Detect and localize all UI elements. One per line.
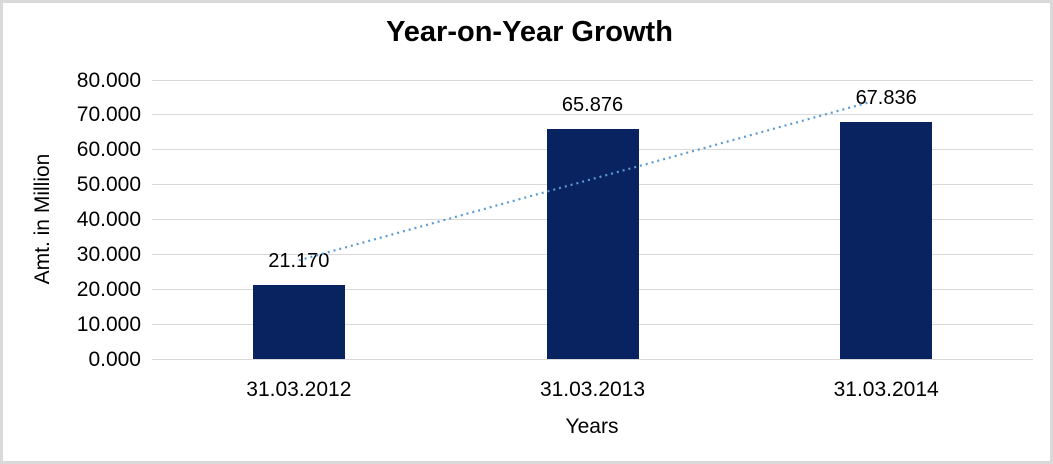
y-tick-label: 10.000 [76, 312, 141, 336]
y-tick-label: 80.000 [76, 68, 141, 92]
y-tick-label: 70.000 [76, 103, 141, 127]
x-tick-label: 31.03.2013 [539, 378, 646, 401]
y-tick-label: 60.000 [76, 138, 141, 162]
x-tick-label: 31.03.2014 [833, 378, 939, 401]
bar-31.03.2014 [840, 122, 933, 359]
y-tick-label: 0.000 [88, 347, 141, 371]
bar-value-label: 67.836 [855, 87, 917, 110]
bar-value-label: 65.876 [561, 94, 624, 117]
x-tick-label: 31.03.2012 [246, 378, 352, 401]
y-tick-label: 20.000 [76, 277, 141, 301]
y-tick-label: 50.000 [76, 173, 141, 197]
gridline [152, 79, 1033, 81]
y-tick-label: 40.000 [76, 208, 141, 231]
x-axis-title: Years [565, 415, 619, 438]
bar-value-label: 21.170 [268, 250, 330, 273]
gridline [152, 358, 1033, 360]
y-tick-label: 30.000 [76, 242, 141, 266]
bar-31.03.2013 [546, 129, 639, 359]
bar-31.03.2012 [252, 285, 345, 359]
chart-title: Year-on-Year Growth [386, 16, 673, 48]
